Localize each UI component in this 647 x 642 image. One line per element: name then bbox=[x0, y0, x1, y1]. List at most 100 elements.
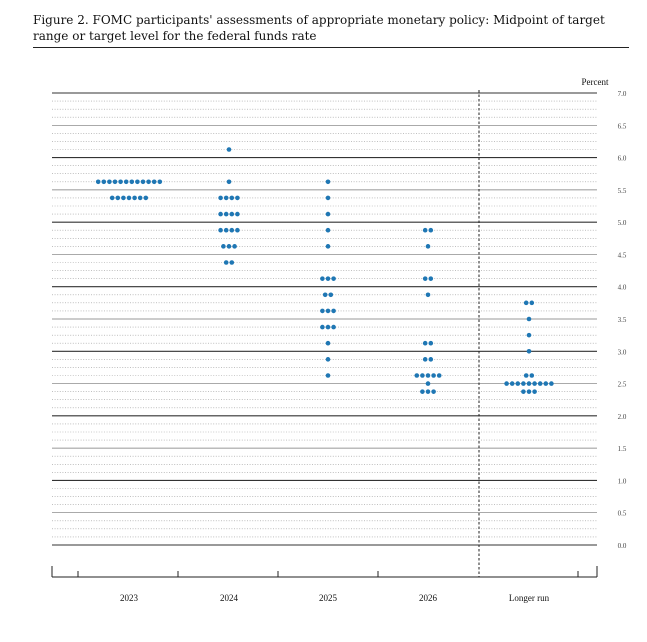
data-dot bbox=[530, 301, 535, 306]
data-dot bbox=[426, 389, 431, 394]
data-dot bbox=[110, 196, 115, 201]
x-category-label: 2026 bbox=[419, 593, 438, 603]
data-dot bbox=[144, 196, 149, 201]
x-category-label: 2025 bbox=[319, 593, 338, 603]
data-dot bbox=[121, 196, 126, 201]
data-dot bbox=[227, 179, 232, 184]
data-dot bbox=[331, 325, 336, 330]
data-dot bbox=[429, 276, 434, 281]
y-tick-label: 7.0 bbox=[618, 90, 627, 98]
data-dot bbox=[230, 260, 235, 265]
y-tick-label: 6.0 bbox=[618, 155, 627, 163]
data-dot bbox=[227, 147, 232, 152]
data-dot bbox=[116, 196, 121, 201]
data-dot bbox=[423, 357, 428, 362]
data-dot bbox=[221, 244, 226, 249]
data-dot bbox=[326, 373, 331, 378]
x-category-label: Longer run bbox=[509, 593, 550, 603]
data-dot bbox=[326, 357, 331, 362]
data-dot bbox=[102, 179, 107, 184]
data-dot bbox=[138, 196, 143, 201]
data-dot bbox=[426, 244, 431, 249]
data-dot bbox=[429, 357, 434, 362]
data-dot bbox=[326, 228, 331, 233]
data-dot bbox=[527, 349, 532, 354]
y-tick-label: 0.0 bbox=[618, 542, 627, 550]
data-dot bbox=[516, 381, 521, 386]
data-dot bbox=[235, 196, 240, 201]
data-dot bbox=[320, 276, 325, 281]
data-dot bbox=[326, 179, 331, 184]
data-dot bbox=[331, 309, 336, 314]
y-tick-label: 1.5 bbox=[618, 445, 627, 453]
y-tick-label: 4.5 bbox=[618, 251, 627, 259]
data-dot bbox=[224, 196, 229, 201]
y-tick-label: 2.0 bbox=[618, 413, 627, 421]
data-dot bbox=[135, 179, 140, 184]
data-dot bbox=[235, 228, 240, 233]
data-dot bbox=[146, 179, 151, 184]
data-dot bbox=[431, 389, 436, 394]
data-dot bbox=[521, 381, 526, 386]
data-dot bbox=[320, 325, 325, 330]
data-dot bbox=[532, 381, 537, 386]
data-dot bbox=[230, 228, 235, 233]
data-dot bbox=[224, 260, 229, 265]
data-dot bbox=[326, 325, 331, 330]
data-dot bbox=[549, 381, 554, 386]
data-dot bbox=[429, 228, 434, 233]
data-dot bbox=[96, 179, 101, 184]
data-dot bbox=[235, 212, 240, 217]
y-tick-label: 5.5 bbox=[618, 187, 627, 195]
data-dot bbox=[530, 373, 535, 378]
data-dot bbox=[415, 373, 420, 378]
data-dot bbox=[152, 179, 157, 184]
x-category-label: 2024 bbox=[220, 593, 239, 603]
y-tick-label: 2.5 bbox=[618, 381, 627, 389]
y-tick-label: 3.5 bbox=[618, 316, 627, 324]
data-dot bbox=[326, 309, 331, 314]
data-dot bbox=[326, 212, 331, 217]
data-dot bbox=[329, 292, 334, 297]
data-dot bbox=[218, 228, 223, 233]
data-dot bbox=[423, 341, 428, 346]
data-dot bbox=[429, 341, 434, 346]
data-dot bbox=[426, 373, 431, 378]
data-dot bbox=[544, 381, 549, 386]
data-dot bbox=[124, 179, 129, 184]
data-dot bbox=[331, 276, 336, 281]
data-dot bbox=[130, 179, 135, 184]
data-dot bbox=[132, 196, 137, 201]
data-dot bbox=[326, 341, 331, 346]
y-tick-label: 6.5 bbox=[618, 122, 627, 130]
data-dot bbox=[426, 292, 431, 297]
data-dot bbox=[524, 373, 529, 378]
data-dot bbox=[532, 389, 537, 394]
x-category-label: 2023 bbox=[120, 593, 139, 603]
data-dot bbox=[118, 179, 123, 184]
y-tick-label: 5.0 bbox=[618, 219, 627, 227]
data-dot bbox=[323, 292, 328, 297]
data-dot bbox=[510, 381, 515, 386]
data-dot bbox=[127, 196, 132, 201]
data-dot bbox=[113, 179, 118, 184]
data-dot bbox=[426, 381, 431, 386]
data-dot bbox=[158, 179, 163, 184]
data-dot bbox=[423, 228, 428, 233]
data-dot bbox=[320, 309, 325, 314]
data-dot bbox=[524, 301, 529, 306]
data-dot bbox=[230, 196, 235, 201]
data-dot bbox=[326, 196, 331, 201]
data-dot bbox=[224, 212, 229, 217]
data-dot bbox=[504, 381, 509, 386]
data-dot bbox=[521, 389, 526, 394]
data-dot bbox=[141, 179, 146, 184]
data-dot bbox=[224, 228, 229, 233]
data-dot bbox=[538, 381, 543, 386]
data-dot bbox=[527, 381, 532, 386]
data-dot bbox=[423, 276, 428, 281]
data-dot bbox=[527, 317, 532, 322]
y-tick-label: 4.0 bbox=[618, 284, 627, 292]
data-dot bbox=[326, 276, 331, 281]
